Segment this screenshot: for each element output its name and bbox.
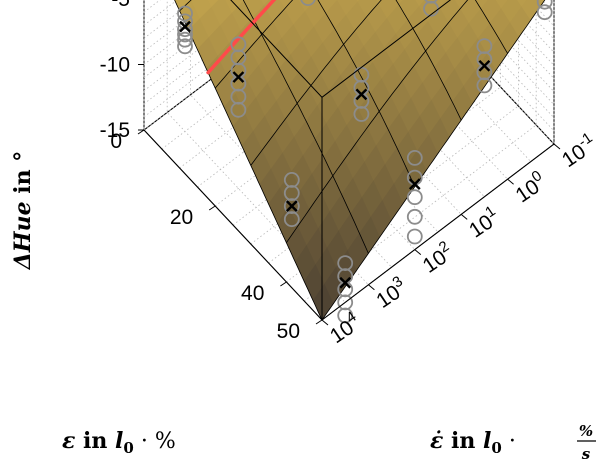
surface (174, 0, 546, 321)
svg-text:ε in l0 · %: ε in l0 · % (62, 428, 176, 457)
mean-marker (355, 88, 368, 101)
x-axis-label: ε in l0 · % (62, 428, 176, 457)
mean-marker-stroke (285, 200, 298, 212)
mean-marker-stroke (232, 71, 245, 83)
z-tick-label: -15 (100, 119, 130, 142)
x-tick-label: 20 (170, 206, 193, 229)
measurement-circle (230, 101, 247, 118)
z-axis-label-symbol: ΔHue (10, 201, 36, 270)
measurement-circle (406, 228, 423, 245)
x-axis-label-dot: · (134, 429, 155, 454)
x-tick-mark (208, 205, 216, 211)
surface-mesh-line (474, 0, 508, 54)
measurement-circle (406, 189, 423, 206)
z-axis-label: ΔHue in ° (10, 151, 36, 271)
mean-marker (179, 20, 191, 33)
mean-marker-stroke (408, 178, 421, 190)
surface-mesh-line (174, 0, 323, 321)
surface-mesh-line (242, 0, 369, 254)
x-tick-label: 40 (241, 282, 264, 305)
z-axis-label-suffix: in ° (10, 151, 36, 202)
measurement-circle (177, 5, 193, 22)
y-axis-label-l0sub: 0 (491, 439, 501, 457)
z-tick-label: -5 (111, 0, 130, 11)
surface-mesh-line (395, 0, 462, 121)
mean-marker-stroke (478, 59, 491, 72)
surface-mesh-line (214, 0, 294, 89)
x-tick-label: 0 (110, 130, 122, 153)
mean-marker-stroke (179, 20, 191, 33)
y-tick-mark (460, 214, 468, 220)
measurement-circle (337, 307, 354, 324)
mean-marker (285, 200, 298, 212)
measurement-circle (536, 0, 553, 10)
measurement-circle (476, 77, 493, 94)
mean-marker (339, 276, 352, 289)
mean-marker (232, 71, 245, 83)
y-tick-mark (321, 319, 329, 326)
y-axis-label-l0: l (483, 428, 491, 454)
z-tick-label: -10 (100, 54, 130, 77)
y-axis-label: ε̇ in l0 · % s (430, 422, 596, 463)
grid-strain (303, 0, 537, 302)
x-axis-label-l0sub: 0 (123, 439, 133, 457)
measurement-circle (177, 31, 193, 48)
y-axis-label-mid: in (443, 428, 483, 454)
y-axis-label-dot: · (502, 429, 516, 454)
x-axis-label-mid: in (75, 428, 115, 454)
x-tick-mark (137, 129, 145, 135)
mean-marker-stroke (355, 88, 368, 101)
measurement-circle (283, 211, 300, 228)
measurement-circle (230, 49, 247, 66)
measurement-circle (300, 0, 316, 6)
y-tick-mark (507, 178, 514, 185)
mean-marker (408, 178, 421, 190)
grid-rate (418, 0, 555, 145)
y-tick-mark (414, 249, 422, 255)
x-axis-label-unit: % (155, 429, 176, 454)
measurement-circle (177, 21, 193, 38)
y-tick-mark (553, 143, 561, 150)
x-axis-label-symbol: ε (62, 428, 75, 454)
measurement-circle (536, 4, 553, 21)
y-axis-label-den: s (582, 445, 591, 463)
measurement-circle (177, 38, 193, 55)
y-tick-label: 10-1 (556, 129, 599, 172)
x-tick-label: 50 (277, 320, 300, 343)
measurement-circle (283, 198, 300, 215)
x-tick-mark (315, 319, 323, 325)
x-tick-mark (280, 281, 287, 287)
surface-mesh-line (250, 0, 382, 166)
svg-text:ε̇ in l0 ·: ε̇ in l0 · (430, 428, 516, 457)
highlight-line (206, 0, 277, 75)
mean-marker-stroke (339, 276, 352, 289)
measurement-circle (406, 149, 423, 166)
y-axis-label-symbol: ε̇ (430, 428, 443, 454)
y-axis-label-num: % (579, 422, 593, 440)
box-edge-top (230, 0, 452, 98)
surface-mesh-line (321, 0, 546, 321)
measurement-circle (353, 106, 370, 122)
surface-mesh-line (317, 0, 416, 187)
svg-text:ΔHue in °: ΔHue in ° (10, 151, 36, 271)
x-axis-label-l0: l (115, 428, 123, 454)
y-tick-mark (368, 284, 375, 291)
measurement-circle (406, 208, 423, 225)
surface-mesh-line (286, 0, 469, 243)
mean-marker (478, 59, 491, 72)
measurement-markers (177, 0, 553, 324)
